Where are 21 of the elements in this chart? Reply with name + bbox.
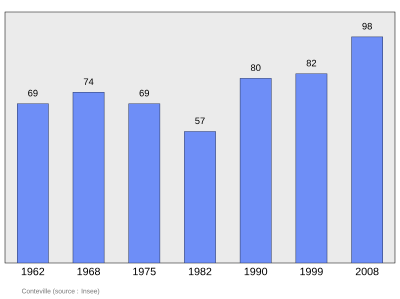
- data-label: 74: [84, 78, 94, 85]
- x-tick-label: 1990: [244, 268, 268, 276]
- data-label: 57: [195, 118, 205, 124]
- x-tick-label: 1982: [188, 268, 212, 276]
- x-tick-label: 1999: [300, 268, 323, 276]
- bar: [128, 104, 160, 263]
- bar: [16, 104, 49, 263]
- x-tick-label: 1975: [133, 268, 156, 276]
- x-tick-label: 1962: [22, 268, 44, 276]
- bar: [72, 92, 104, 263]
- bar: [184, 131, 216, 263]
- data-label: 69: [140, 90, 150, 96]
- x-tick-label: 2008: [356, 268, 379, 276]
- data-label: 82: [306, 60, 316, 66]
- data-label: 80: [250, 64, 261, 72]
- bar: [351, 36, 383, 263]
- data-label: 98: [362, 22, 372, 30]
- bar: [240, 78, 272, 263]
- bar: [296, 74, 328, 263]
- data-label: 69: [28, 90, 38, 96]
- x-tick-label: 1968: [78, 268, 100, 276]
